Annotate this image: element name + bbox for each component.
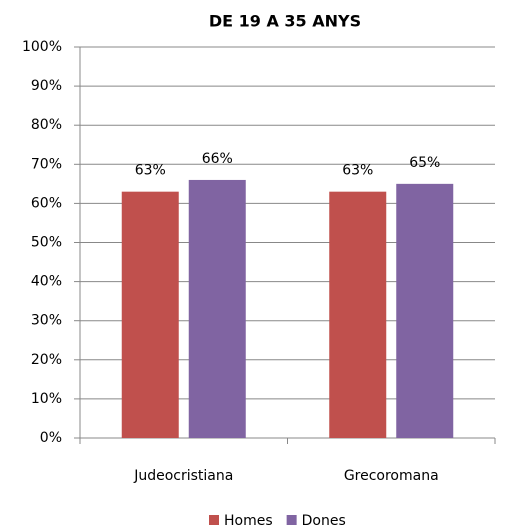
bar: [329, 191, 387, 438]
y-tick-label: 20%: [31, 352, 62, 368]
bar: [396, 183, 454, 438]
value-label: 63%: [342, 163, 373, 179]
y-tick-label: 30%: [31, 313, 62, 329]
y-tick-label: 90%: [31, 78, 62, 94]
x-tick-label: Judeocristiana: [133, 468, 233, 484]
legend-label: Homes: [224, 513, 273, 529]
value-label: 66%: [202, 151, 233, 167]
y-tick-label: 0%: [40, 430, 62, 446]
y-tick-label: 40%: [31, 274, 62, 290]
value-label: 63%: [135, 163, 166, 179]
y-tick-label: 100%: [22, 39, 62, 55]
bar: [121, 191, 179, 438]
legend-swatch: [286, 515, 297, 525]
y-tick-label: 80%: [31, 117, 62, 133]
y-tick-label: 10%: [31, 391, 62, 407]
y-tick-label: 50%: [31, 235, 62, 251]
chart-title: DE 19 A 35 ANYS: [209, 12, 361, 31]
legend-swatch: [209, 515, 219, 525]
value-label: 65%: [409, 155, 440, 171]
y-tick-label: 60%: [31, 195, 62, 211]
bar: [188, 179, 246, 438]
y-tick-label: 70%: [31, 156, 62, 172]
x-tick-label: Grecoromana: [344, 468, 439, 484]
legend-label: Dones: [302, 513, 346, 529]
